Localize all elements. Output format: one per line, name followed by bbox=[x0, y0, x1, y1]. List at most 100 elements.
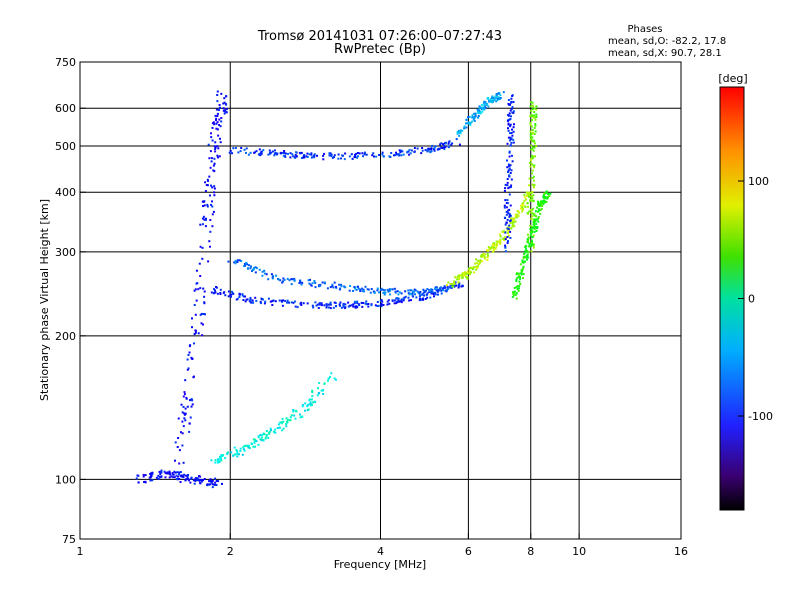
data-point bbox=[184, 419, 187, 422]
data-point bbox=[499, 242, 502, 245]
data-point bbox=[467, 116, 470, 119]
data-point bbox=[282, 420, 285, 423]
data-point bbox=[281, 421, 284, 424]
data-point bbox=[254, 438, 257, 441]
data-point bbox=[176, 471, 179, 474]
data-point bbox=[512, 141, 515, 144]
x-axis-ticks: 1 2 4 6 8 10 16 bbox=[77, 533, 688, 558]
data-point bbox=[536, 226, 539, 228]
data-point bbox=[502, 231, 505, 234]
data-point bbox=[475, 262, 478, 265]
data-point bbox=[530, 242, 533, 244]
data-point bbox=[193, 333, 196, 336]
data-point bbox=[409, 292, 412, 295]
data-point bbox=[201, 257, 204, 260]
data-point bbox=[388, 288, 391, 291]
data-point bbox=[248, 264, 250, 267]
data-point bbox=[401, 150, 404, 153]
data-point bbox=[515, 278, 518, 281]
data-point bbox=[521, 269, 524, 272]
data-point bbox=[300, 151, 303, 154]
data-point bbox=[307, 279, 310, 282]
data-point bbox=[254, 445, 256, 448]
data-point bbox=[182, 425, 185, 428]
data-point bbox=[382, 155, 385, 158]
data-point bbox=[380, 305, 383, 308]
data-point bbox=[432, 293, 435, 295]
data-point bbox=[394, 291, 397, 294]
data-point bbox=[282, 151, 285, 154]
data-point bbox=[215, 480, 218, 482]
data-point bbox=[225, 95, 228, 98]
data-point bbox=[491, 96, 493, 99]
data-point bbox=[507, 171, 509, 173]
data-point bbox=[289, 152, 292, 155]
data-point bbox=[224, 294, 227, 297]
data-point bbox=[171, 473, 174, 476]
data-point bbox=[349, 285, 352, 287]
data-point bbox=[452, 284, 455, 287]
data-point bbox=[443, 285, 446, 288]
data-point bbox=[214, 146, 217, 149]
data-point bbox=[537, 200, 539, 203]
data-point bbox=[275, 274, 278, 277]
data-point bbox=[255, 440, 258, 443]
data-point bbox=[531, 197, 534, 200]
data-point bbox=[517, 210, 520, 213]
data-point bbox=[457, 281, 460, 284]
data-point bbox=[212, 164, 215, 167]
data-point bbox=[439, 288, 442, 291]
data-point bbox=[509, 230, 512, 233]
data-point bbox=[407, 150, 410, 153]
data-point bbox=[409, 152, 412, 155]
data-point bbox=[231, 152, 233, 155]
y-tick-label: 75 bbox=[62, 533, 76, 546]
data-point bbox=[532, 131, 535, 134]
data-point bbox=[493, 98, 496, 101]
data-point bbox=[202, 215, 205, 218]
data-point bbox=[535, 108, 538, 111]
data-point bbox=[335, 285, 337, 288]
data-point bbox=[183, 413, 186, 416]
data-point bbox=[333, 301, 336, 304]
data-point bbox=[209, 478, 212, 481]
data-point bbox=[532, 194, 535, 197]
data-point bbox=[213, 145, 216, 148]
data-point bbox=[221, 454, 224, 456]
data-point bbox=[523, 196, 526, 199]
data-point bbox=[507, 240, 509, 243]
data-point bbox=[429, 296, 432, 299]
data-point bbox=[227, 451, 229, 454]
data-point bbox=[456, 132, 459, 135]
data-point bbox=[519, 276, 521, 278]
data-point bbox=[506, 178, 509, 180]
data-point bbox=[533, 214, 536, 217]
data-point bbox=[395, 302, 398, 305]
data-point bbox=[532, 155, 535, 158]
data-point bbox=[342, 302, 345, 305]
data-point bbox=[377, 304, 380, 307]
data-point bbox=[528, 242, 531, 245]
data-point bbox=[312, 306, 315, 309]
data-point bbox=[236, 455, 239, 458]
data-point bbox=[525, 247, 527, 250]
data-point bbox=[512, 221, 515, 224]
data-point bbox=[220, 92, 223, 95]
y-tick-label: 750 bbox=[55, 56, 76, 69]
data-point bbox=[135, 477, 138, 480]
data-point bbox=[475, 258, 477, 261]
data-point bbox=[387, 299, 390, 302]
data-point bbox=[530, 195, 532, 198]
data-point bbox=[407, 289, 410, 292]
data-point bbox=[273, 149, 276, 152]
data-point bbox=[383, 289, 386, 292]
data-point bbox=[303, 156, 306, 159]
data-point bbox=[203, 301, 206, 304]
data-point bbox=[450, 284, 453, 287]
data-point bbox=[379, 289, 382, 292]
data-point bbox=[452, 285, 455, 288]
data-point bbox=[407, 292, 410, 295]
data-point bbox=[526, 191, 529, 194]
data-point bbox=[531, 129, 534, 131]
data-point bbox=[431, 144, 434, 147]
